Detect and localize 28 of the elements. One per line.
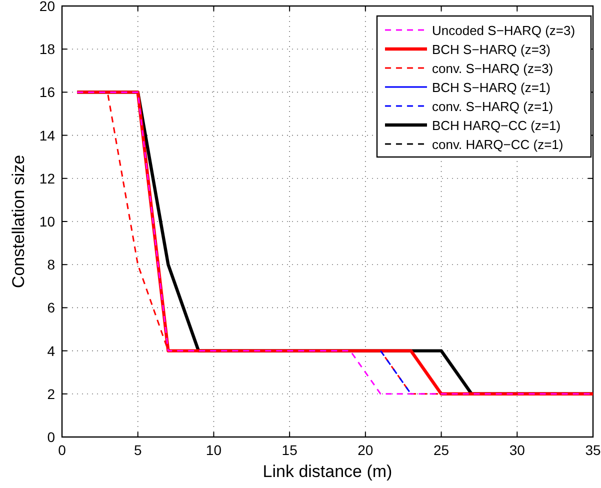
legend-label: conv. S−HARQ (z=1) (432, 99, 554, 114)
x-tick-label: 10 (206, 442, 222, 458)
y-tick-label: 16 (39, 84, 56, 100)
legend-label: conv. S−HARQ (z=3) (432, 61, 554, 76)
y-tick-label: 20 (39, 0, 56, 14)
x-tick-label: 5 (134, 442, 142, 458)
legend-label: conv. HARQ−CC (z=1) (432, 137, 564, 152)
x-tick-label: 30 (509, 442, 526, 458)
x-tick-label: 0 (58, 442, 66, 458)
x-tick-label: 35 (585, 442, 601, 458)
y-tick-label: 4 (47, 342, 56, 359)
x-tick-label: 25 (433, 442, 450, 458)
legend-label: Uncoded S−HARQ (z=3) (432, 23, 576, 38)
y-tick-label: 2 (47, 386, 56, 402)
legend-label: BCH HARQ−CC (z=1) (432, 118, 561, 133)
y-tick-label: 10 (39, 214, 56, 230)
y-axis-title: Constellation size (9, 154, 28, 288)
y-tick-label: 12 (39, 170, 56, 186)
x-tick-label: 20 (358, 442, 374, 458)
x-tick-label: 15 (282, 442, 298, 458)
legend-label: BCH S−HARQ (z=1) (432, 80, 550, 95)
x-axis-title: Link distance (m) (262, 462, 392, 481)
legend-label: BCH S−HARQ (z=3) (432, 42, 550, 57)
y-tick-label: 18 (39, 41, 56, 58)
y-tick-label: 0 (47, 429, 56, 445)
y-tick-label: 8 (47, 256, 56, 273)
y-tick-label: 14 (39, 127, 56, 144)
y-tick-label: 6 (47, 300, 56, 316)
